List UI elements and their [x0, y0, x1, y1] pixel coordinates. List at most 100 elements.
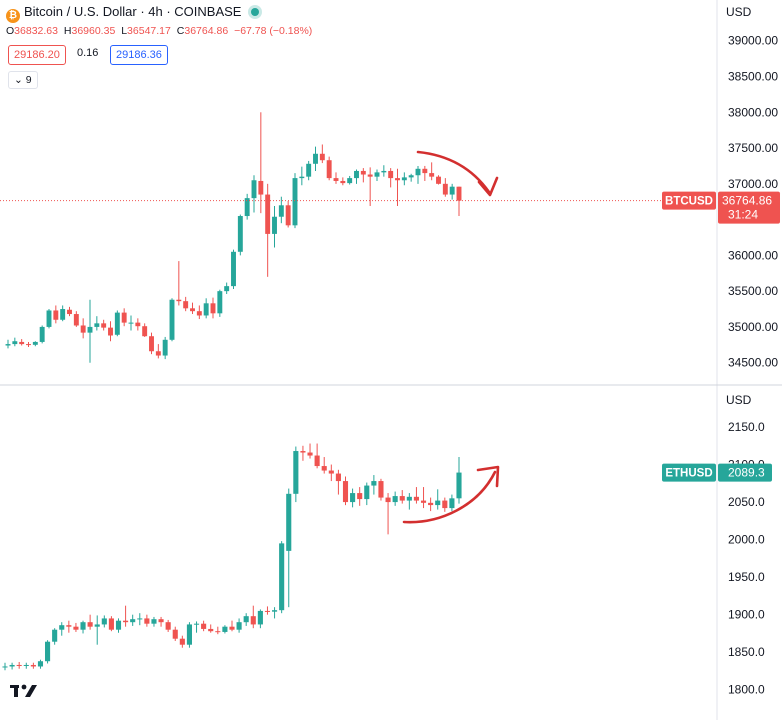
btc-candle[interactable]: [292, 178, 298, 226]
btc-candle[interactable]: [210, 303, 216, 314]
eth-candle[interactable]: [45, 641, 51, 662]
eth-candle[interactable]: [23, 664, 29, 666]
eth-candle[interactable]: [137, 618, 143, 620]
btc-candle[interactable]: [94, 323, 100, 327]
btc-candle[interactable]: [12, 341, 18, 345]
btc-candle[interactable]: [244, 198, 250, 217]
symbol-header[interactable]: ₿ Bitcoin / U.S. Dollar · 4h · COINBASE: [6, 4, 260, 23]
tradingview-logo-icon[interactable]: [10, 683, 40, 704]
btc-candle[interactable]: [285, 205, 291, 226]
btc-candle[interactable]: [272, 216, 277, 234]
eth-candle[interactable]: [378, 481, 384, 498]
btc-candle[interactable]: [149, 336, 154, 352]
eth-candle[interactable]: [413, 496, 419, 501]
btc-candle[interactable]: [306, 163, 312, 177]
eth-candle[interactable]: [59, 625, 65, 630]
eth-candle[interactable]: [165, 622, 171, 630]
btc-candle[interactable]: [46, 310, 52, 327]
btc-candle[interactable]: [128, 322, 134, 324]
btc-candle[interactable]: [299, 176, 305, 179]
btc-candle[interactable]: [231, 251, 236, 287]
eth-candle[interactable]: [279, 543, 285, 611]
btc-candles[interactable]: [5, 112, 462, 363]
btc-candle[interactable]: [196, 311, 202, 316]
eth-candle[interactable]: [314, 455, 320, 467]
buy-price-button[interactable]: 29186.36: [110, 45, 168, 65]
eth-price-axis[interactable]: 2150.02100.02050.02000.01950.01900.01850…: [728, 420, 765, 697]
btc-candle[interactable]: [449, 186, 455, 195]
eth-candle[interactable]: [342, 481, 349, 503]
btc-candle[interactable]: [381, 170, 387, 173]
btc-candle[interactable]: [32, 341, 38, 345]
eth-candle[interactable]: [293, 451, 299, 494]
btc-candle[interactable]: [265, 194, 271, 234]
eth-candle[interactable]: [435, 500, 441, 506]
btc-candle[interactable]: [217, 291, 223, 314]
eth-candle[interactable]: [328, 470, 334, 474]
btc-candle[interactable]: [5, 344, 11, 346]
btc-candle[interactable]: [203, 303, 209, 316]
eth-candle[interactable]: [449, 498, 455, 509]
eth-candle[interactable]: [30, 664, 36, 667]
eth-candle[interactable]: [151, 619, 157, 624]
eth-candle[interactable]: [399, 496, 405, 501]
eth-candle[interactable]: [257, 610, 263, 625]
eth-candle[interactable]: [215, 631, 221, 633]
eth-candle[interactable]: [364, 485, 370, 500]
btc-candle[interactable]: [401, 177, 407, 181]
btc-candle[interactable]: [155, 351, 161, 356]
eth-candle[interactable]: [115, 620, 122, 630]
btc-candle[interactable]: [19, 341, 25, 345]
eth-candle[interactable]: [335, 473, 341, 482]
btc-candle[interactable]: [388, 170, 394, 179]
sell-price-button[interactable]: 29186.20: [8, 45, 66, 65]
btc-candle[interactable]: [354, 170, 359, 179]
btc-candle[interactable]: [108, 327, 113, 336]
btc-candle[interactable]: [224, 286, 230, 292]
eth-candle[interactable]: [186, 624, 192, 645]
eth-candle[interactable]: [87, 622, 93, 627]
btc-candle[interactable]: [101, 323, 107, 328]
eth-candle[interactable]: [9, 664, 15, 667]
btc-candle[interactable]: [326, 160, 332, 179]
currency-select-top[interactable]: USD: [720, 2, 776, 22]
btc-candle[interactable]: [39, 326, 45, 342]
btc-candle[interactable]: [60, 309, 66, 320]
btc-candle[interactable]: [176, 299, 182, 302]
eth-candle[interactable]: [179, 638, 185, 645]
eth-candle[interactable]: [66, 625, 72, 627]
eth-candle[interactable]: [37, 661, 44, 667]
eth-candle[interactable]: [243, 616, 249, 623]
btc-candle[interactable]: [436, 176, 441, 184]
eth-candle[interactable]: [158, 619, 164, 623]
eth-candle[interactable]: [108, 618, 114, 630]
btc-candle[interactable]: [333, 178, 339, 181]
btc-candle[interactable]: [429, 173, 435, 177]
btc-candle[interactable]: [162, 339, 168, 356]
eth-candle[interactable]: [73, 626, 79, 630]
btc-candle[interactable]: [415, 168, 421, 176]
eth-candle[interactable]: [272, 610, 278, 612]
eth-candle[interactable]: [52, 629, 58, 642]
btc-candle[interactable]: [73, 314, 79, 326]
btc-candle[interactable]: [135, 322, 141, 327]
btc-candle[interactable]: [408, 175, 414, 178]
eth-candle[interactable]: [201, 623, 207, 629]
btc-candle[interactable]: [80, 325, 86, 333]
eth-candle[interactable]: [208, 628, 214, 632]
indicators-toggle[interactable]: ⌄ 9: [8, 71, 38, 89]
currency-select-bottom[interactable]: USD: [720, 390, 776, 410]
eth-candle[interactable]: [371, 481, 377, 486]
btc-candle[interactable]: [251, 180, 257, 199]
btc-candle[interactable]: [142, 326, 148, 337]
btc-candle[interactable]: [395, 178, 400, 181]
btc-candle[interactable]: [456, 186, 462, 201]
btc-candle[interactable]: [237, 216, 243, 252]
eth-candle[interactable]: [94, 624, 100, 627]
btc-candle[interactable]: [367, 174, 373, 177]
eth-candle[interactable]: [286, 493, 292, 551]
eth-candle[interactable]: [80, 622, 86, 630]
eth-candle[interactable]: [236, 622, 242, 630]
btc-candle[interactable]: [278, 205, 284, 217]
